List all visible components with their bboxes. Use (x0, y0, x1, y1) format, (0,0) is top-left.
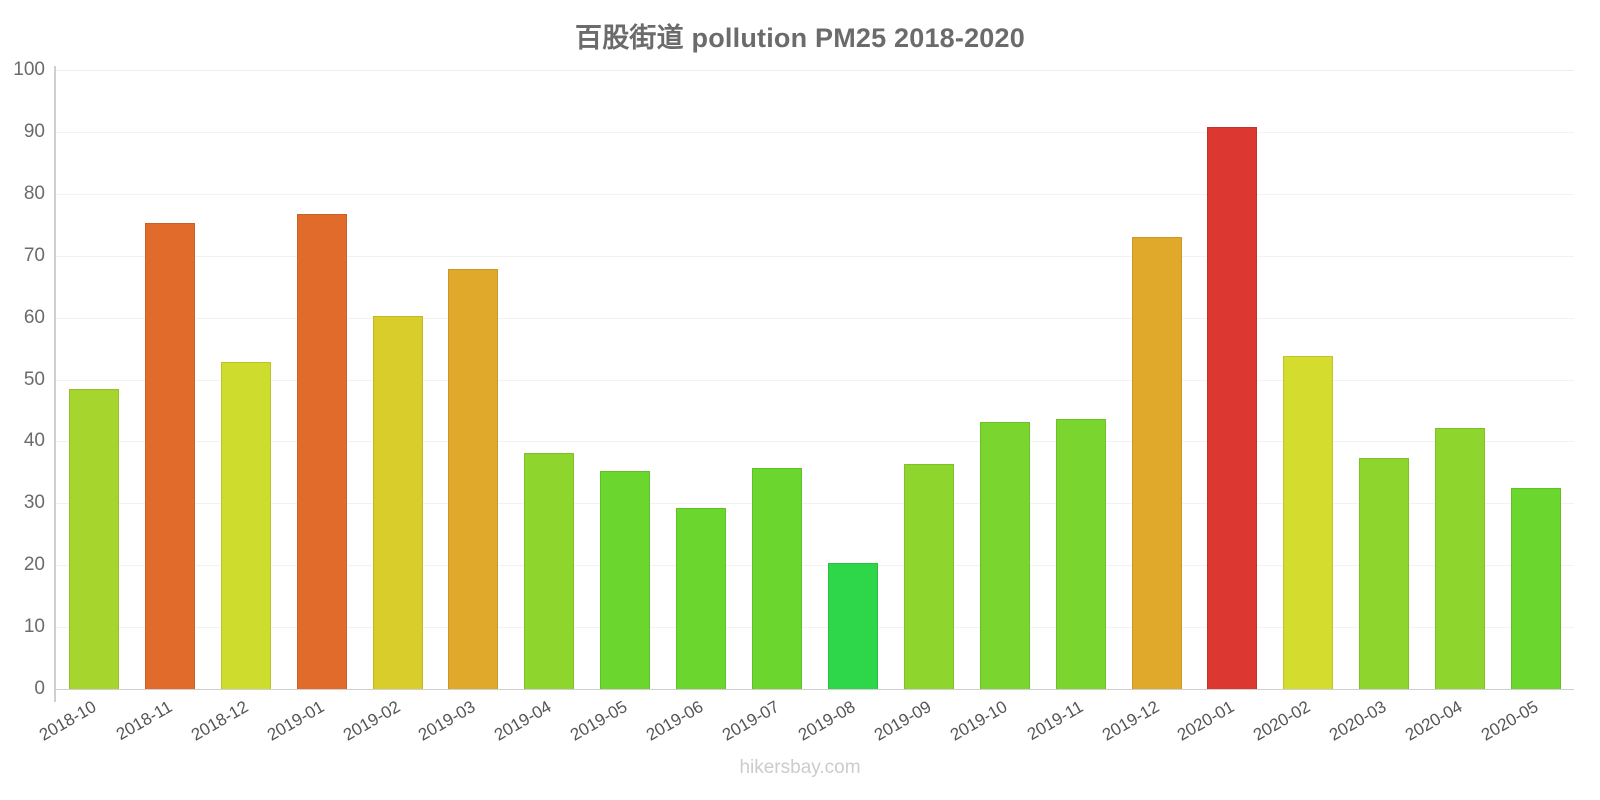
bar[interactable] (1207, 126, 1258, 689)
x-tick-label: 2019-12 (1098, 697, 1163, 745)
bar-column[interactable] (827, 70, 878, 689)
bar-column[interactable] (676, 70, 727, 689)
bar-column[interactable] (144, 70, 195, 689)
y-tick-label: 0 (34, 678, 45, 699)
bar-column[interactable] (68, 70, 119, 689)
bar-column[interactable] (524, 70, 575, 689)
bar-column[interactable] (448, 70, 499, 689)
x-tick-label: 2019-07 (719, 697, 783, 745)
bar[interactable] (68, 388, 119, 689)
x-tick-label: 2019-04 (491, 697, 555, 745)
x-tick-label: 2019-03 (415, 697, 479, 745)
bar[interactable] (752, 468, 803, 689)
bar-column[interactable] (1055, 70, 1106, 689)
bar[interactable] (296, 213, 347, 689)
bar[interactable] (676, 507, 727, 689)
gridline-100 (54, 70, 1574, 71)
bar[interactable] (1359, 457, 1410, 689)
bar-column[interactable] (600, 70, 651, 689)
bar[interactable] (1435, 427, 1486, 689)
bar[interactable] (524, 453, 575, 689)
x-tick-label: 2019-10 (946, 697, 1011, 745)
bar-column[interactable] (220, 70, 271, 689)
x-tick-label: 2019-02 (339, 697, 404, 745)
x-tick-label: 2018-12 (187, 697, 252, 745)
gridline-40 (54, 441, 1574, 443)
bar-column[interactable] (296, 70, 347, 689)
gridline-60 (54, 317, 1574, 319)
y-tick-label: 50 (23, 368, 45, 390)
x-tick-label: 2020-04 (1402, 697, 1466, 745)
y-tick-label: 80 (23, 182, 45, 204)
x-tick-label: 2020-03 (1326, 697, 1390, 745)
gridline-90 (54, 131, 1574, 133)
y-tick-label: 10 (23, 616, 45, 638)
bar-column[interactable] (979, 70, 1030, 689)
bar[interactable] (144, 222, 195, 689)
bar[interactable] (827, 562, 878, 689)
bar-series (56, 70, 1574, 689)
x-tick-label: 2020-01 (1174, 697, 1238, 745)
bar-column[interactable] (1207, 70, 1258, 689)
bar[interactable] (1131, 236, 1182, 689)
y-tick-label: 30 (23, 492, 45, 514)
bar[interactable] (979, 422, 1030, 689)
bar[interactable] (448, 269, 499, 689)
y-tick-label: 100 (13, 59, 45, 80)
bar[interactable] (220, 362, 271, 689)
bar-column[interactable] (1435, 70, 1486, 689)
x-tick-label: 2018-11 (112, 697, 176, 745)
chart-title: 百股街道 pollution PM25 2018-2020 (575, 23, 1025, 53)
gridline-30 (54, 503, 1574, 505)
bar[interactable] (1283, 355, 1334, 689)
x-tick-label: 2019-01 (263, 697, 328, 745)
y-tick-label: 90 (23, 120, 45, 142)
x-tick-label: 2019-05 (567, 697, 631, 745)
bar[interactable] (903, 464, 954, 689)
footer-credit: hikersbay.com (739, 757, 861, 778)
bar-column[interactable] (752, 70, 803, 689)
y-tick-label: 60 (23, 306, 45, 328)
gridline-70 (54, 255, 1574, 257)
bar[interactable] (372, 315, 423, 689)
bar[interactable] (1511, 487, 1562, 689)
gridline-20 (54, 565, 1574, 567)
bar[interactable] (1055, 418, 1106, 689)
y-tick-label: 40 (23, 430, 45, 452)
bar-column[interactable] (1511, 70, 1562, 689)
x-tick-label: 2020-02 (1250, 697, 1314, 745)
y-tick-label: 20 (23, 554, 45, 576)
bar[interactable] (600, 471, 651, 689)
bar-column[interactable] (1359, 70, 1410, 689)
y-tick-label: 70 (23, 244, 45, 266)
x-tick-label: 2019-08 (794, 697, 859, 745)
bar-column[interactable] (1131, 70, 1182, 689)
bar-column[interactable] (1283, 70, 1334, 689)
gridline-50 (54, 379, 1574, 381)
y-axis-labels: 0 10 20 30 40 50 60 70 80 90 100 (0, 0, 54, 800)
x-tick-label: 2019-06 (643, 697, 707, 745)
y-axis-line (54, 66, 56, 702)
gridline-80 (54, 193, 1574, 195)
x-tick-label: 2020-05 (1478, 697, 1542, 745)
x-tick-label: 2019-11 (1023, 697, 1087, 745)
bar-column[interactable] (903, 70, 954, 689)
x-tick-label: 2019-09 (870, 697, 935, 745)
bar-column[interactable] (372, 70, 423, 689)
x-axis-line (54, 689, 1574, 690)
gridline-10 (54, 627, 1574, 629)
